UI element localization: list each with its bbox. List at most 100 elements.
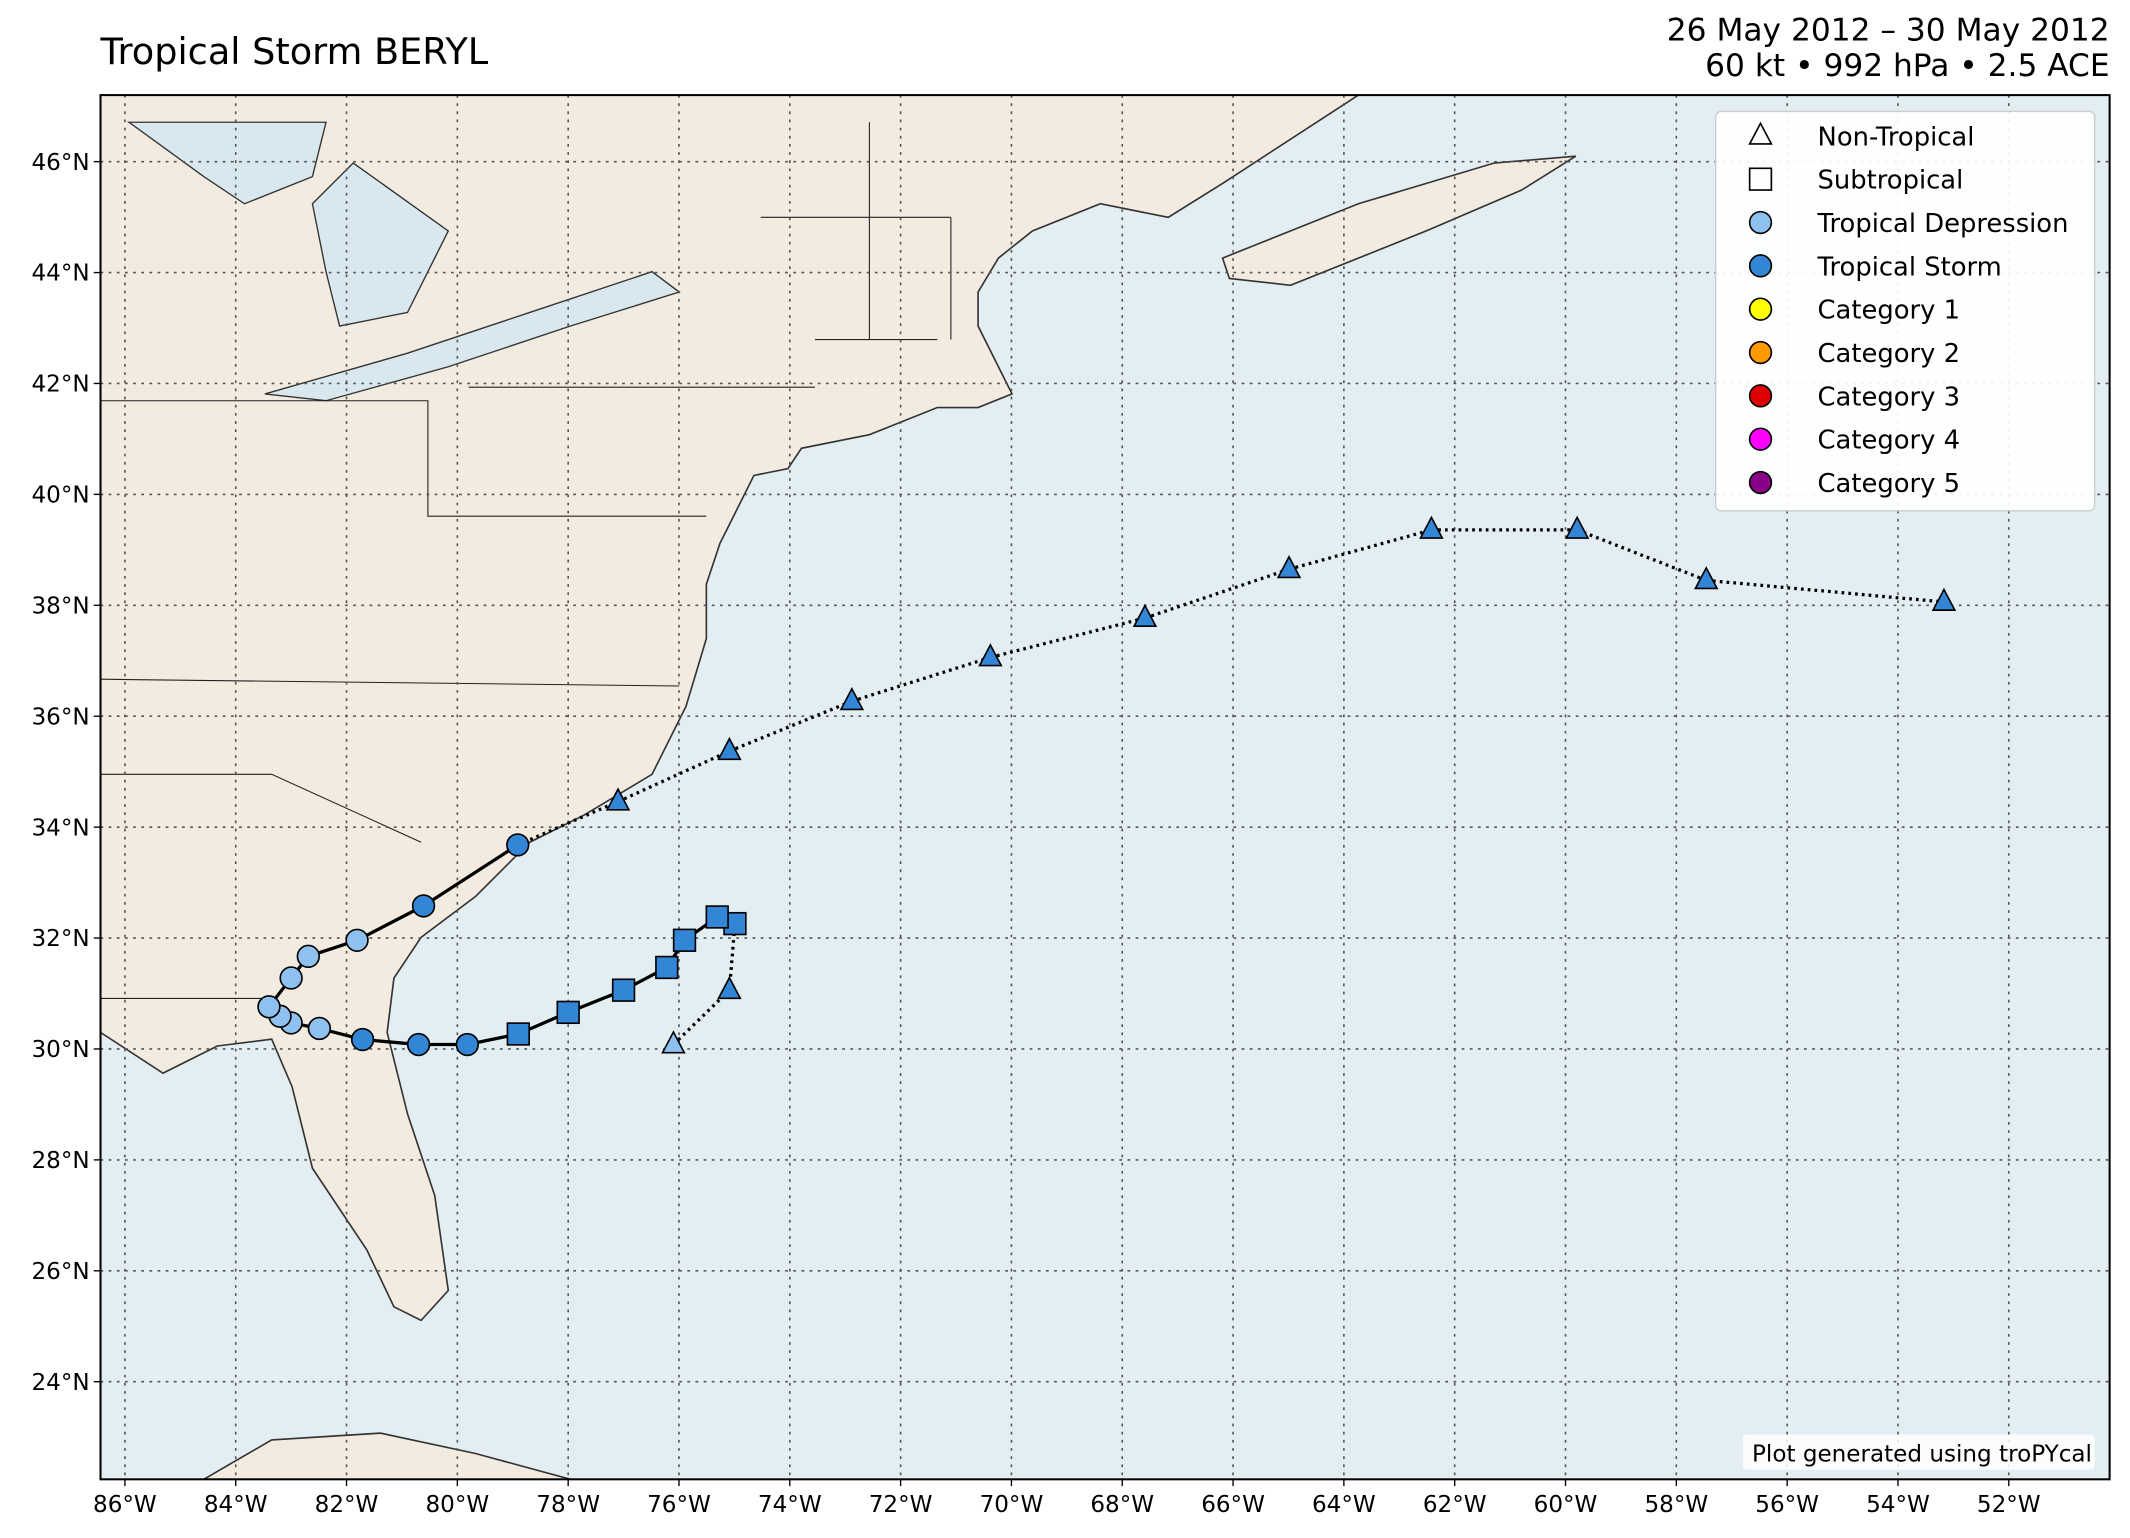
y-tick-label: 26°N — [31, 1259, 89, 1285]
y-tick-label: 34°N — [31, 815, 89, 841]
track-point — [307, 1016, 332, 1041]
legend-label: Category 3 — [1818, 382, 1960, 412]
legend-label: Tropical Depression — [1817, 209, 2069, 239]
track-point — [978, 643, 1003, 667]
legend-label: Category 1 — [1818, 296, 1960, 326]
land — [100, 95, 1360, 1322]
track-point — [506, 833, 530, 857]
legend-marker — [1748, 121, 1773, 145]
track-layer — [257, 515, 1957, 1057]
land — [1221, 155, 1577, 287]
legend-label: Tropical Storm — [1817, 252, 2002, 282]
track-point — [655, 955, 679, 980]
y-tick-label: 24°N — [31, 1370, 89, 1396]
track-point — [1132, 603, 1158, 628]
land-layer — [100, 95, 1577, 1480]
x-tick-label: 70°W — [980, 1492, 1044, 1518]
y-tick-label: 30°N — [31, 1037, 89, 1063]
x-tick-label: 68°W — [1090, 1492, 1154, 1518]
credit-box — [1742, 1434, 2095, 1470]
legend-label: Subtropical — [1818, 166, 1964, 196]
legend-label: Category 2 — [1818, 339, 1960, 369]
x-tick-label: 56°W — [1755, 1492, 1819, 1518]
land — [202, 1432, 571, 1480]
legend-marker — [1748, 210, 1773, 235]
legend-marker — [1748, 340, 1773, 365]
y-tick-label: 42°N — [31, 372, 89, 398]
track-point — [717, 975, 742, 1000]
track-point — [279, 966, 303, 990]
x-tick-label: 66°W — [1201, 1492, 1265, 1518]
x-tick-label: 84°W — [204, 1492, 268, 1518]
x-tick-label: 74°W — [758, 1492, 822, 1518]
track-point — [661, 1030, 686, 1054]
track-point — [839, 686, 865, 711]
legend-marker — [1748, 427, 1773, 451]
track-point — [1419, 515, 1444, 539]
x-tick-label: 82°W — [315, 1492, 379, 1518]
date-range: 26 May 2012 – 30 May 2012 — [1667, 13, 2110, 49]
y-tick-label: 36°N — [31, 704, 89, 730]
legend: Non-Tropical Subtropical Tropical Depressi… — [1715, 110, 2096, 512]
track-segment — [617, 749, 731, 804]
track-segment — [517, 800, 619, 847]
track-point — [611, 978, 636, 1002]
y-tick-label: 32°N — [31, 926, 89, 952]
track-point — [296, 944, 320, 969]
track-point — [506, 1022, 530, 1046]
x-tick-label: 80°W — [425, 1492, 489, 1518]
legend-box — [1715, 110, 2096, 512]
track-point — [556, 1000, 580, 1025]
legend-label: Category 5 — [1818, 469, 1960, 499]
y-tick-label: 46°N — [31, 150, 89, 176]
track-point — [1564, 515, 1590, 539]
track-point — [705, 905, 729, 929]
credit: Plot generated using troPYcal — [1752, 1442, 2092, 1468]
track-segment — [1288, 528, 1432, 571]
track-segment — [1144, 567, 1290, 620]
track-point — [257, 995, 281, 1019]
x-tick-label: 72°W — [869, 1492, 933, 1518]
track-point — [350, 1027, 375, 1052]
track-point — [455, 1032, 480, 1057]
legend-label: Category 4 — [1818, 426, 1960, 456]
frame — [99, 94, 2111, 1481]
x-tick-label: 52°W — [1977, 1492, 2041, 1518]
legend-marker — [1748, 384, 1773, 408]
x-tick-label: 86°W — [93, 1492, 157, 1518]
grid-layer — [100, 95, 2110, 1480]
track-point — [1276, 555, 1302, 579]
track-segment — [1706, 578, 1945, 604]
track-segment — [422, 843, 519, 908]
x-tick-label: 60°W — [1534, 1492, 1598, 1518]
x-tick-label: 54°W — [1866, 1492, 1930, 1518]
legend-marker — [1748, 254, 1773, 278]
y-tick-label: 38°N — [31, 593, 89, 619]
track-point — [605, 787, 631, 811]
legend-marker — [1748, 470, 1773, 495]
track-point — [345, 928, 369, 952]
borders — [100, 122, 952, 999]
track-point — [1694, 566, 1719, 590]
x-tick-label: 62°W — [1423, 1492, 1487, 1518]
track-point — [717, 736, 742, 761]
legend-label: Non-Tropical — [1818, 122, 1975, 152]
track-point — [672, 928, 697, 952]
track-point — [1931, 587, 1957, 611]
storm-stats: 60 kt • 992 hPa • 2.5 ACE — [1705, 48, 2109, 84]
lake — [126, 121, 681, 402]
track-segment — [728, 699, 853, 753]
track-segment — [356, 904, 425, 942]
x-tick-label: 76°W — [647, 1492, 711, 1518]
y-tick-label: 44°N — [31, 261, 89, 287]
x-tick-label: 58°W — [1644, 1492, 1708, 1518]
x-tick-label: 64°W — [1312, 1492, 1376, 1518]
legend-marker — [1748, 297, 1773, 321]
track-point — [406, 1032, 431, 1057]
y-tick-label: 28°N — [31, 1148, 89, 1174]
axes: 86°W 84°W 82°W 80°W 78°W 76°W 74°W 72°W 70°W 68°W… — [31, 150, 2040, 1518]
x-tick-label: 78°W — [536, 1492, 600, 1518]
y-tick-label: 40°N — [31, 483, 89, 509]
track-segment — [1576, 528, 1707, 582]
